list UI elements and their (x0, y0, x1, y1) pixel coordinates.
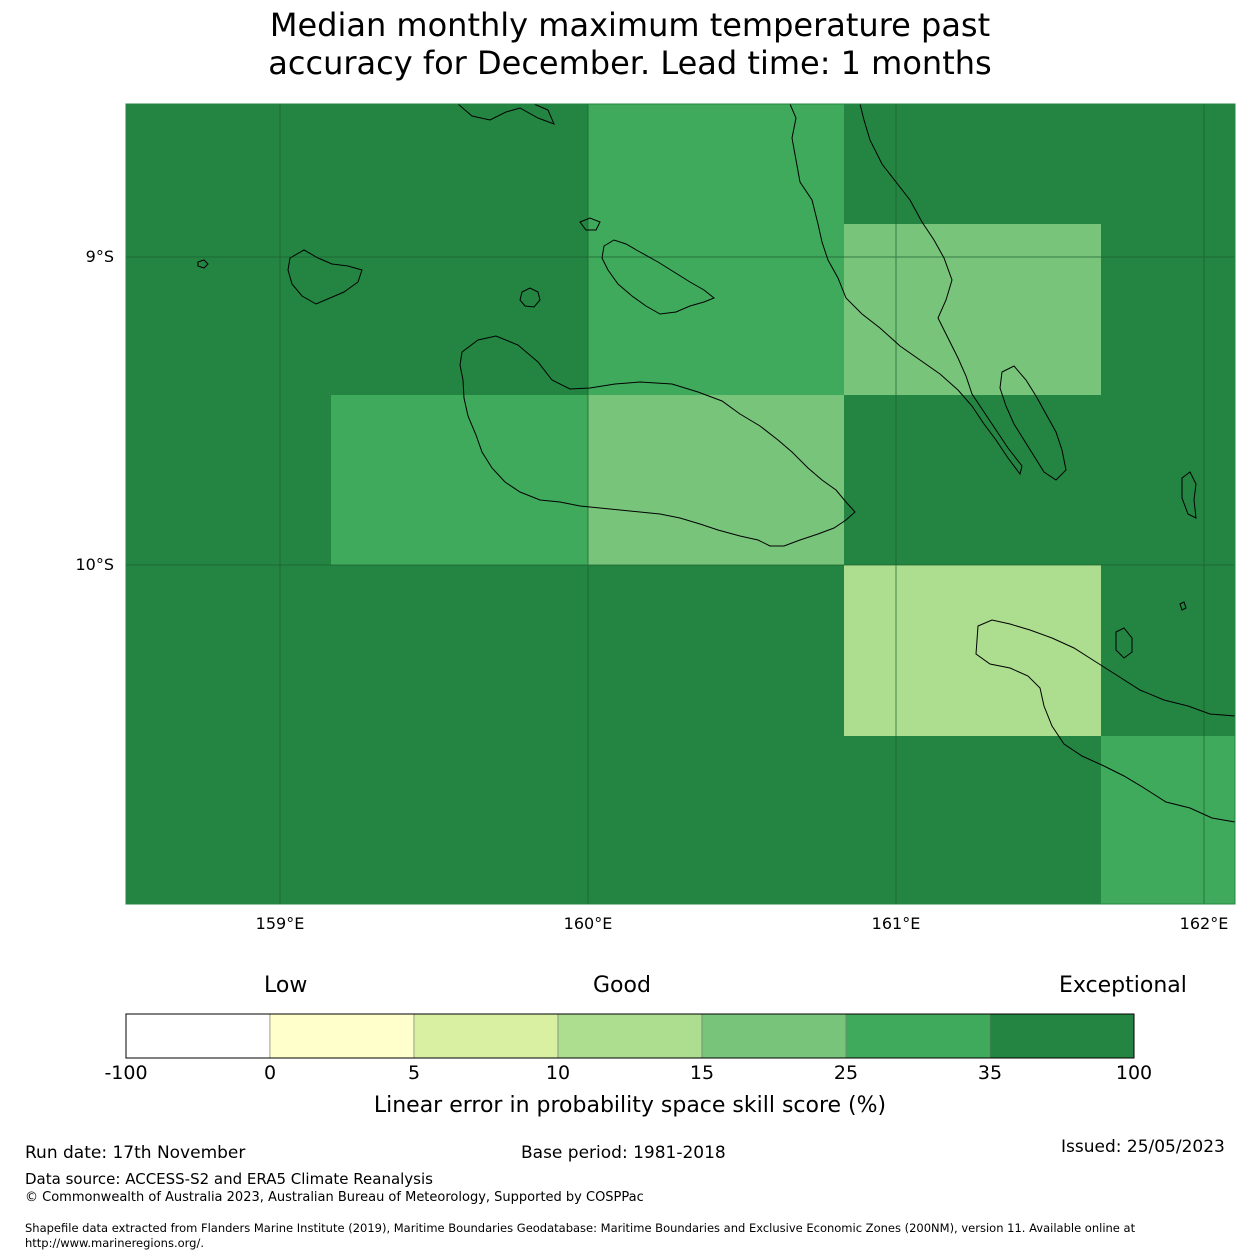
lat-label-9s: 9°S (85, 247, 114, 266)
title-line-1: Median monthly maximum temperature past (269, 6, 991, 44)
colorbar-tick: 25 (833, 1062, 859, 1084)
colorbar-tick: -100 (104, 1062, 148, 1084)
coastline-ugi (1115, 627, 1133, 659)
issued-date: Issued: 25/05/2023 (1061, 1137, 1225, 1157)
coastline-santa-ana (1179, 601, 1187, 611)
coastline-makira (975, 619, 1236, 823)
colorbar-tick: 0 (263, 1062, 277, 1084)
coastline-russell-islands (287, 249, 363, 305)
coastline-florida-north (457, 103, 555, 125)
coastlines (197, 103, 1236, 823)
title-line-2: accuracy for December. Lead time: 1 mont… (268, 44, 992, 82)
coastline-islet (579, 217, 601, 231)
coastline-guadalcanal (459, 335, 856, 547)
map-cell (588, 395, 844, 565)
colorbar-tick: 10 (545, 1062, 571, 1084)
colorbar-tick: 5 (407, 1062, 421, 1084)
legend-category-exceptional: Exceptional (1059, 973, 1187, 998)
chart-title: Median monthly maximum temperature past … (0, 6, 1260, 82)
coastline-savo-nggela (601, 239, 715, 315)
map-cell (331, 395, 588, 565)
map-cell (844, 224, 1101, 395)
coastline-malaita-north (789, 103, 1023, 476)
coastline-islet-east (1181, 471, 1197, 519)
map-cell (1101, 736, 1235, 904)
map-cell (844, 565, 1101, 736)
lat-label-10s: 10°S (75, 555, 114, 574)
map-cells (126, 104, 1235, 904)
shapefile-credit-line-1: Shapefile data extracted from Flanders M… (25, 1221, 1136, 1235)
base-period: Base period: 1981-2018 (521, 1143, 726, 1163)
colorbar-axis-label: Linear error in probability space skill … (373, 1093, 887, 1118)
coastline-malaita-south (999, 365, 1067, 481)
map-frame (125, 103, 1236, 905)
coastline-small-island (519, 287, 541, 308)
copyright: © Commonwealth of Australia 2023, Austra… (25, 1190, 644, 1205)
lon-label-162e: 162°E (1179, 914, 1229, 933)
legend-category-good: Good (593, 973, 651, 998)
lon-label-161e: 161°E (871, 914, 921, 933)
run-date: Run date: 17th November (25, 1143, 246, 1163)
colorbar-tick: 15 (689, 1062, 715, 1084)
shapefile-credit-line-2: http://www.marineregions.org/. (25, 1236, 204, 1250)
lon-label-159e: 159°E (255, 914, 305, 933)
coastline-islet-west (197, 259, 209, 269)
legend-category-low: Low (264, 973, 308, 998)
colorbar-tick: 35 (977, 1062, 1003, 1084)
lon-label-160e: 160°E (563, 914, 613, 933)
gridlines (126, 104, 1235, 904)
map-cell (588, 104, 844, 395)
data-source: Data source: ACCESS-S2 and ERA5 Climate … (25, 1170, 433, 1188)
colorbar-tick: 100 (1115, 1062, 1153, 1084)
